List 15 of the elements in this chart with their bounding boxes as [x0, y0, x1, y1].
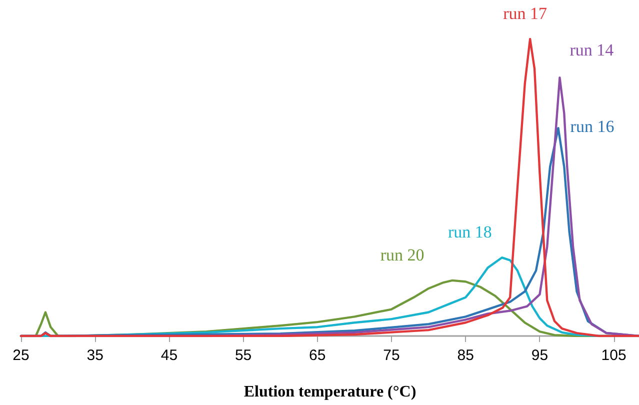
series-label: run 14	[570, 40, 614, 60]
x-tick-label: 45	[160, 347, 178, 364]
x-tick-label: 25	[12, 347, 30, 364]
x-tick-label: 105	[601, 347, 626, 364]
x-tick-label: 55	[234, 347, 252, 364]
series-label: run 18	[448, 222, 492, 242]
x-tick-label: 65	[309, 347, 326, 364]
x-tick-label: 95	[531, 347, 548, 364]
x-tick-label: 75	[383, 347, 400, 364]
x-tick-label: 35	[86, 347, 104, 364]
x-axis-title: Elution temperature (°C)	[244, 384, 416, 400]
x-tick-label: 85	[457, 347, 474, 364]
series-label: run 17	[503, 4, 548, 23]
series-label: run 16	[570, 117, 614, 136]
series-label: run 20	[380, 245, 424, 264]
